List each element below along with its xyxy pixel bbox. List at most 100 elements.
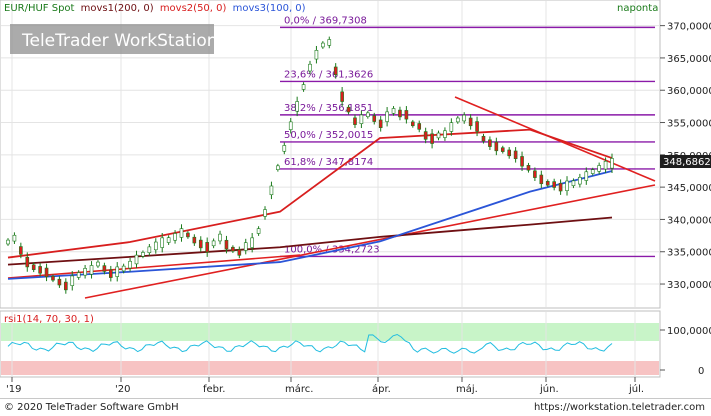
x-axis: '19 '20 febr. márc. ápr. máj. jún. júl. bbox=[6, 377, 644, 395]
price-candle bbox=[333, 66, 338, 76]
price-candle bbox=[205, 242, 209, 253]
price-candle bbox=[366, 112, 370, 118]
price-candle bbox=[321, 42, 325, 48]
price-candle bbox=[102, 265, 107, 272]
price-candle bbox=[51, 275, 55, 281]
website-link[interactable]: https://workstation.teletrader.com bbox=[533, 402, 705, 413]
price-candle bbox=[166, 237, 171, 243]
price-candle bbox=[83, 268, 87, 276]
price-candle bbox=[520, 156, 524, 167]
price-candle bbox=[153, 241, 158, 251]
price-candle bbox=[411, 121, 415, 127]
fib-label: 23,6% / 361,3626 bbox=[284, 69, 373, 80]
price-candle bbox=[507, 149, 511, 157]
price-candle bbox=[533, 170, 537, 178]
price-candle bbox=[269, 185, 274, 196]
price-candle bbox=[250, 237, 254, 248]
price-candle bbox=[462, 114, 467, 122]
price-candle bbox=[423, 131, 428, 140]
price-candle bbox=[256, 228, 261, 234]
price-candle bbox=[314, 50, 319, 60]
price-candle bbox=[378, 119, 383, 128]
fib-label: 50,0% / 352,0015 bbox=[284, 130, 373, 141]
price-candle bbox=[539, 174, 544, 185]
price-candle bbox=[147, 246, 152, 254]
price-candle bbox=[109, 269, 113, 278]
price-candle bbox=[25, 256, 30, 268]
fib-label: 0,0% / 369,7308 bbox=[284, 15, 367, 26]
period-label: naponta bbox=[617, 3, 658, 14]
rsi-overbought-band bbox=[1, 323, 659, 341]
y-tick-label: 360,0000 bbox=[667, 86, 711, 97]
price-candle bbox=[295, 101, 299, 112]
price-candle bbox=[198, 239, 203, 249]
price-candle bbox=[558, 182, 563, 192]
x-tick-label: '20 bbox=[115, 384, 130, 395]
price-candle bbox=[76, 272, 81, 278]
price-candle bbox=[385, 111, 389, 122]
moving-average-line-1[interactable] bbox=[7, 216, 613, 266]
rsi-tick-bottom: 0 bbox=[698, 366, 704, 377]
price-candle bbox=[468, 117, 473, 127]
support-trendline[interactable] bbox=[84, 184, 656, 299]
price-candle bbox=[89, 265, 94, 275]
x-tick-label: febr. bbox=[203, 384, 225, 395]
legend: EUR/HUF Spot movs1(200, 0) movs2(50, 0) … bbox=[4, 3, 306, 14]
price-candle bbox=[179, 228, 184, 238]
price-candle bbox=[443, 130, 447, 138]
price-series bbox=[6, 36, 614, 294]
price-candle bbox=[488, 139, 492, 147]
chart-canvas[interactable]: 0,0% / 369,7308 23,6% / 361,3626 38,2% / 3… bbox=[0, 0, 711, 398]
fib-label: 38,2% / 356,1851 bbox=[284, 103, 373, 114]
price-candle bbox=[218, 233, 222, 242]
price-candle bbox=[353, 117, 357, 125]
price-candle bbox=[173, 233, 177, 241]
price-candle bbox=[57, 278, 62, 286]
price-candle bbox=[455, 117, 460, 123]
price-candle bbox=[481, 135, 486, 142]
price-candle bbox=[513, 150, 518, 160]
last-value: 348,6862 bbox=[663, 157, 711, 168]
copyright: © 2020 TeleTrader Software GmbH bbox=[4, 402, 179, 413]
y-tick-label: 330,0000 bbox=[667, 280, 711, 291]
price-candle bbox=[263, 209, 267, 217]
x-tick-label: ápr. bbox=[372, 383, 391, 395]
price-candle bbox=[192, 236, 197, 244]
legend-movs3: movs3(100, 0) bbox=[233, 3, 306, 14]
price-candle bbox=[552, 181, 556, 188]
price-candle bbox=[436, 132, 441, 139]
price-candle bbox=[603, 160, 608, 170]
moving-average-line-2[interactable] bbox=[7, 128, 613, 259]
base-trendline[interactable] bbox=[7, 254, 301, 279]
price-candle bbox=[276, 165, 280, 170]
footer: © 2020 TeleTrader Software GmbH https://… bbox=[0, 398, 711, 416]
price-candle bbox=[372, 115, 377, 122]
price-candle bbox=[31, 264, 36, 270]
price-candle bbox=[449, 122, 454, 132]
price-candle bbox=[121, 265, 126, 272]
price-candle bbox=[211, 240, 216, 247]
price-candle bbox=[545, 181, 550, 186]
price-candle bbox=[340, 91, 344, 102]
price-candle bbox=[231, 246, 235, 252]
y-tick-label: 345,0000 bbox=[667, 183, 711, 194]
price-candle bbox=[64, 281, 68, 291]
price-candle bbox=[404, 110, 409, 120]
price-candle bbox=[565, 180, 569, 191]
price-candle bbox=[160, 237, 165, 248]
rsi-tick-top: 100,0000 bbox=[667, 326, 711, 337]
y-tick-label: 335,0000 bbox=[667, 248, 711, 259]
rsi-line bbox=[7, 333, 613, 354]
price-candle bbox=[346, 106, 351, 113]
price-candle bbox=[115, 266, 120, 277]
last-value-badge bbox=[660, 155, 711, 168]
x-tick-label: jún. bbox=[539, 383, 559, 395]
y-tick-label: 340,0000 bbox=[667, 215, 711, 226]
x-tick-label: máj. bbox=[456, 383, 478, 395]
rsi-legend: rsi1(14, 70, 30, 1) bbox=[4, 314, 94, 325]
price-candle bbox=[500, 147, 505, 152]
price-candle bbox=[417, 123, 422, 130]
rsi-oversold-band bbox=[1, 361, 659, 375]
price-candle bbox=[6, 239, 10, 245]
